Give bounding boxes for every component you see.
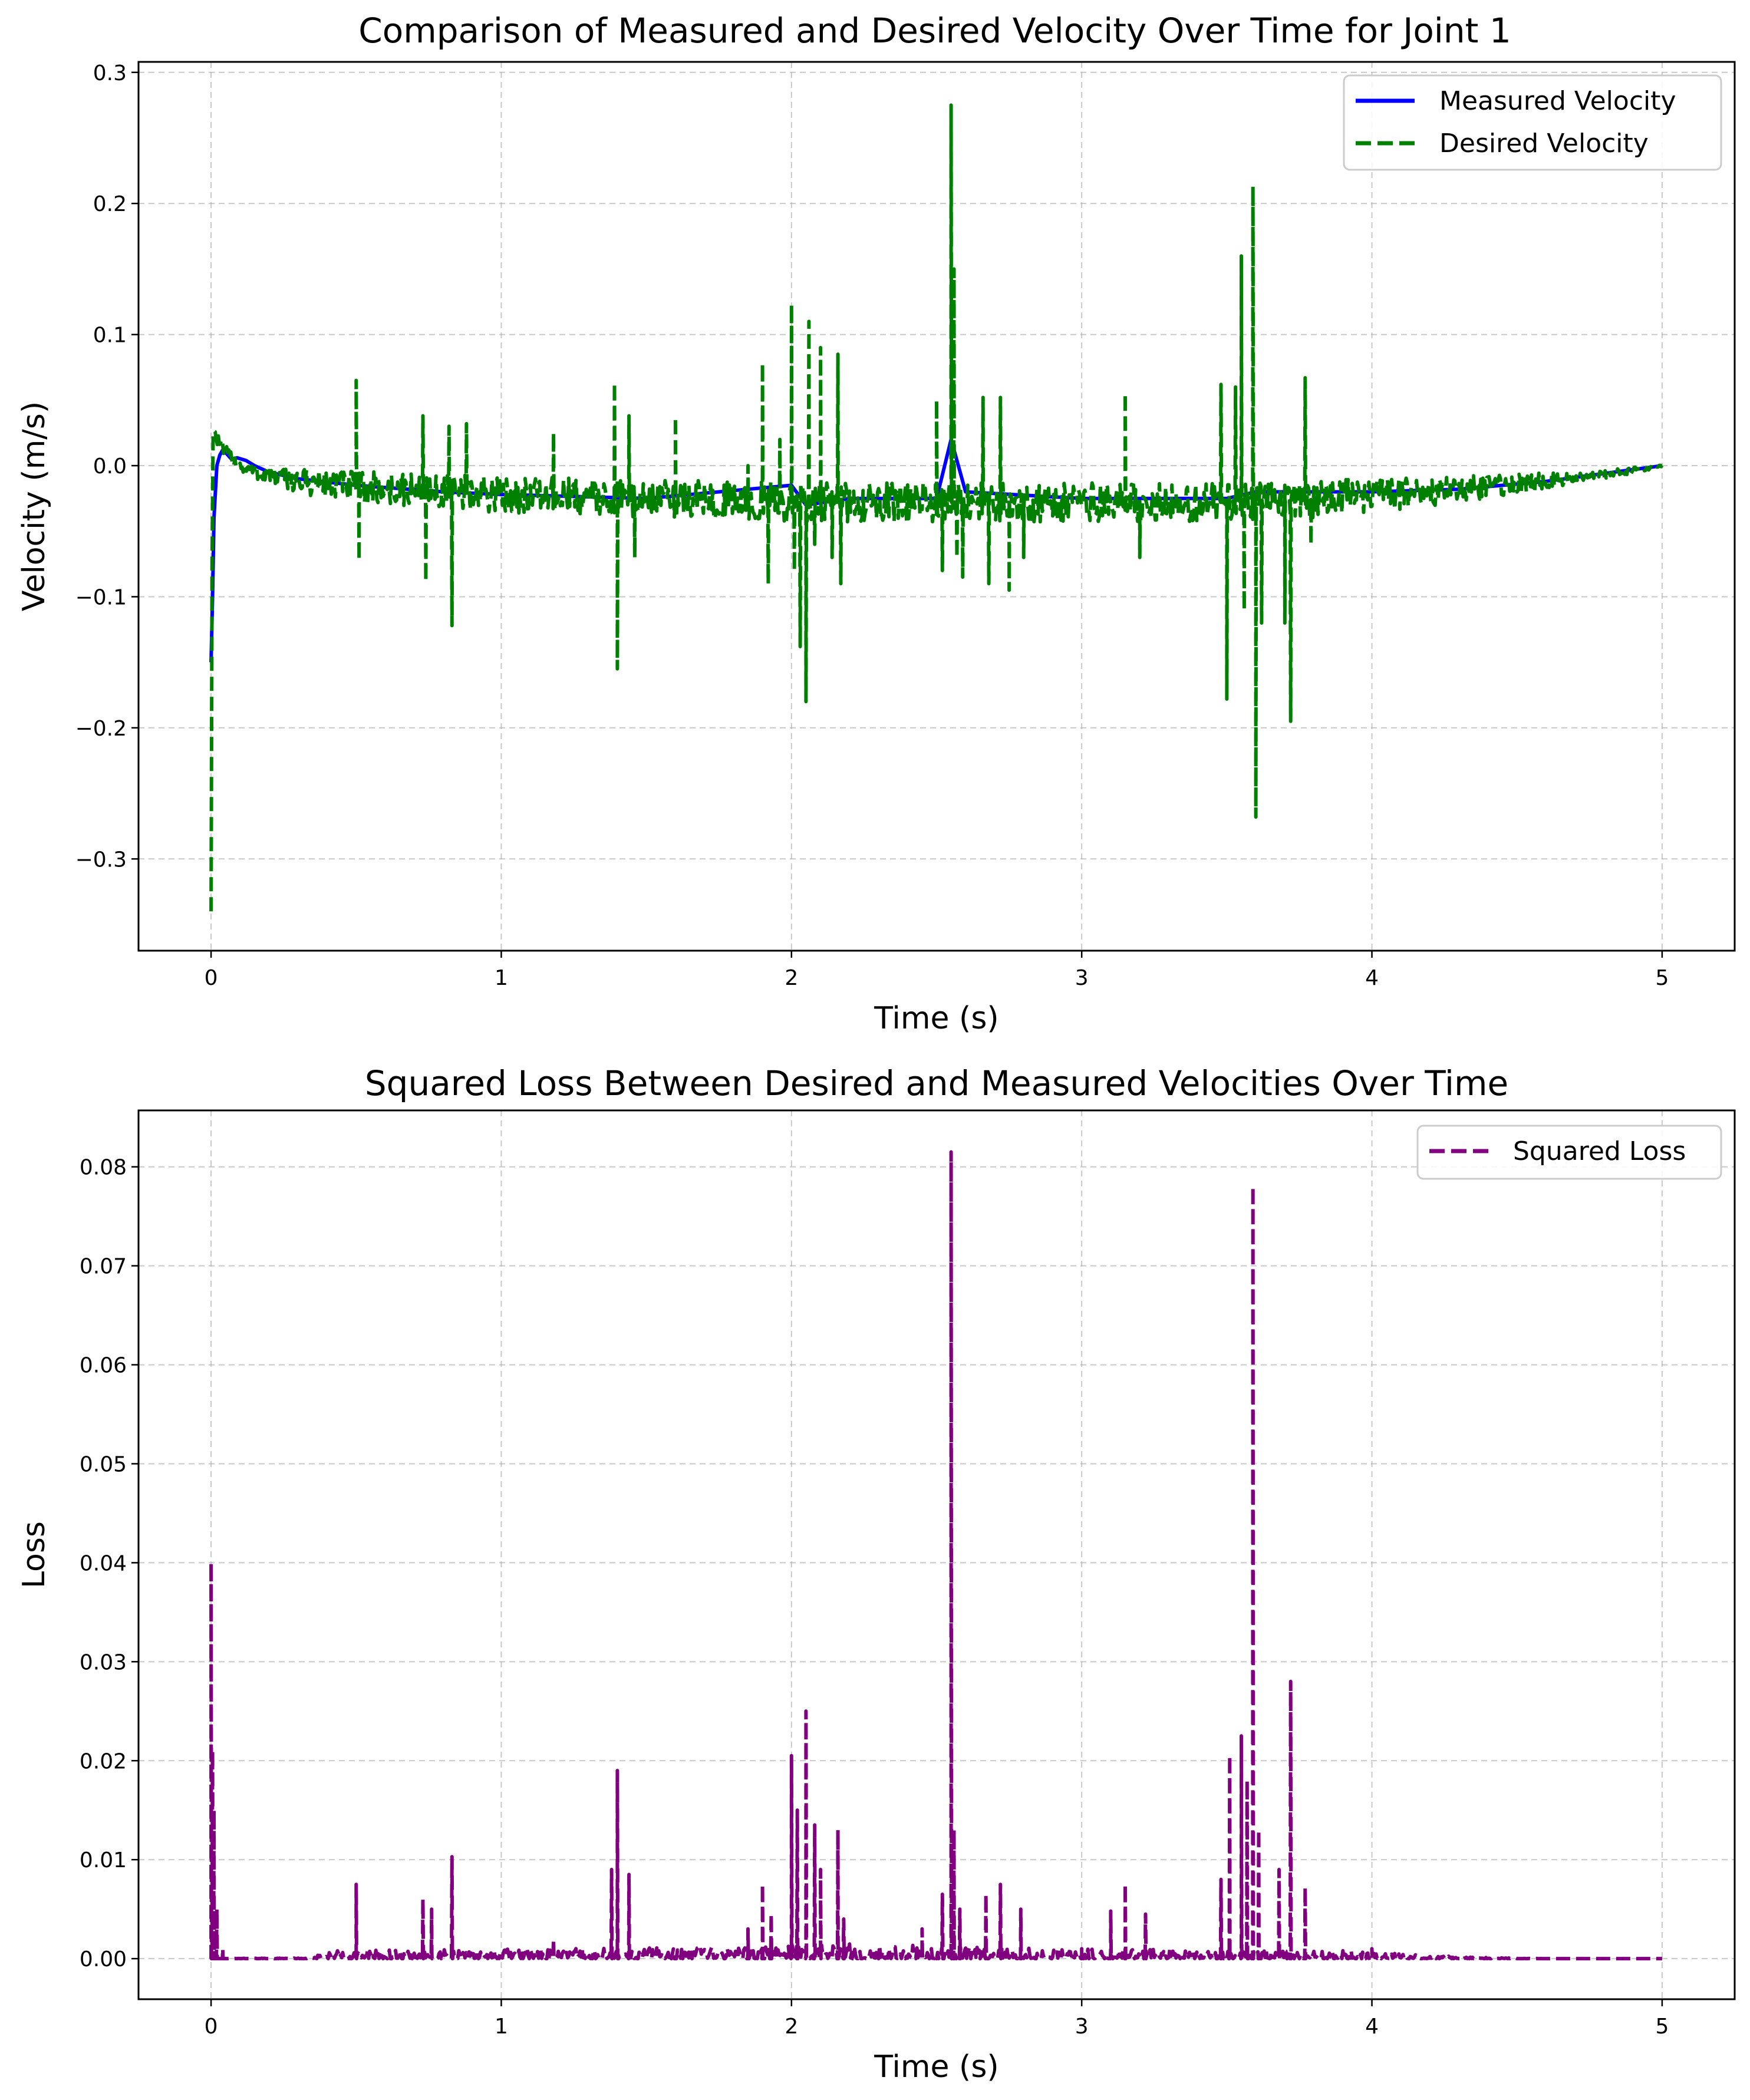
x-tick-label: 2 (785, 2015, 798, 2039)
y-tick-label: 0.05 (80, 1453, 127, 1477)
y-tick-label: 0.2 (93, 192, 127, 216)
y-tick-label: 0.01 (80, 1848, 127, 1872)
chart-title: Comparison of Measured and Desired Veloc… (358, 11, 1511, 51)
x-tick-label: 0 (205, 966, 218, 990)
x-axis-ticks: 0 1 2 3 4 5 (205, 951, 1669, 990)
y-tick-label: 0.04 (80, 1551, 127, 1575)
series-layer (209, 103, 1664, 912)
x-axis-label: Time (s) (874, 1001, 998, 1036)
x-axis-ticks: 0 1 2 3 4 5 (205, 1999, 1669, 2039)
y-tick-label: 0.02 (80, 1749, 127, 1773)
x-tick-label: 0 (205, 2015, 218, 2039)
velocity-chart: Comparison of Measured and Desired Veloc… (17, 11, 1736, 1036)
y-tick-label: 0.08 (80, 1156, 127, 1180)
y-tick-label: 0.3 (93, 61, 127, 85)
y-tick-label: 0.0 (93, 454, 127, 479)
y-tick-label: 0.03 (80, 1650, 127, 1674)
plot-frame (137, 61, 1736, 952)
y-axis-ticks: −0.3 −0.2 −0.1 0.0 0.1 0.2 0.3 (75, 61, 139, 872)
legend-box (1416, 1125, 1722, 1180)
y-tick-label: 0.1 (93, 324, 127, 348)
y-tick-label: 0.07 (80, 1255, 127, 1279)
x-tick-label: 4 (1365, 966, 1379, 990)
x-tick-label: 5 (1655, 2015, 1669, 2039)
x-tick-label: 3 (1075, 966, 1089, 990)
x-axis-label: Time (s) (874, 2049, 998, 2085)
y-tick-label: −0.3 (75, 848, 127, 872)
chart-title: Squared Loss Between Desired and Measure… (365, 1063, 1508, 1103)
x-tick-label: 1 (495, 966, 508, 990)
legend-label-measured: Measured Velocity (1439, 86, 1676, 116)
legend: Measured Velocity Desired Velocity (1343, 74, 1722, 171)
x-tick-label: 3 (1075, 2015, 1089, 2039)
y-tick-label: −0.2 (75, 717, 127, 741)
x-tick-label: 4 (1365, 2015, 1379, 2039)
y-axis-label: Velocity (m/s) (17, 401, 52, 611)
y-axis-ticks: 0.00 0.01 0.02 0.03 0.04 0.05 0.06 0.07 0.08 (80, 1156, 139, 1972)
x-tick-label: 2 (785, 966, 798, 990)
legend-label-desired: Desired Velocity (1439, 128, 1649, 159)
y-tick-label: −0.1 (75, 585, 127, 609)
y-axis-label: Loss (17, 1521, 52, 1588)
x-tick-label: 5 (1655, 966, 1669, 990)
y-tick-label: 0.00 (80, 1947, 127, 1972)
legend-label-loss: Squared Loss (1513, 1136, 1686, 1166)
loss-chart: Squared Loss Between Desired and Measure… (17, 1063, 1736, 2085)
y-tick-label: 0.06 (80, 1354, 127, 1378)
desired-velocity-line (209, 103, 1664, 912)
series-layer (209, 1150, 1663, 1961)
legend-box (1343, 74, 1722, 171)
squared-loss-line (209, 1150, 1663, 1961)
legend: Squared Loss (1416, 1125, 1722, 1180)
plot-frame (137, 1109, 1736, 2000)
x-tick-label: 1 (495, 2015, 508, 2039)
